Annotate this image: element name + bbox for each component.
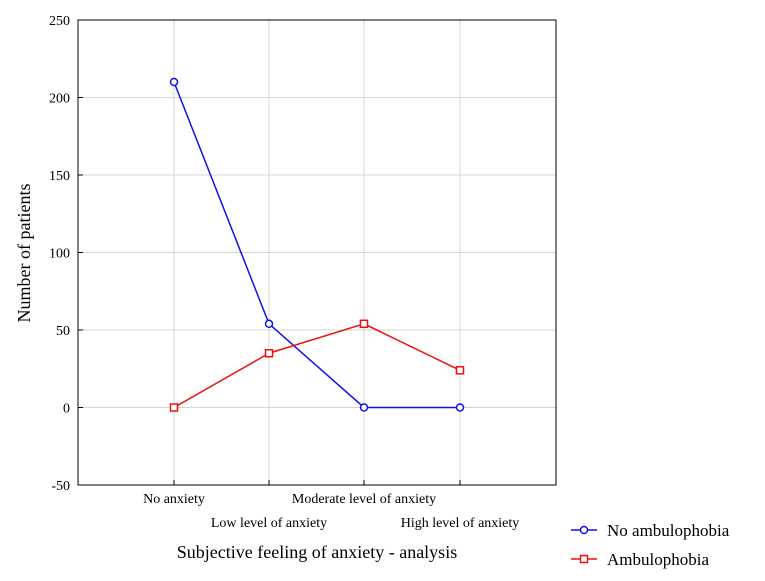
data-point (169, 77, 179, 87)
y-axis-ticks: -50 0 50 100 150 200 250 (49, 14, 83, 494)
legend-box (563, 515, 763, 579)
legend-label: No ambulophobia (607, 521, 730, 540)
data-point (169, 403, 179, 412)
y-tick-label: -50 (51, 479, 70, 494)
y-tick-label: 150 (49, 169, 70, 184)
y-tick-label: 0 (63, 402, 70, 417)
legend: No ambulophobia Ambulophobia (571, 521, 730, 569)
grid-lines (78, 20, 556, 485)
data-point (359, 403, 369, 412)
x-axis-label: Subjective feeling of anxiety - analysis (177, 542, 457, 562)
x-tick-label: No anxiety (143, 492, 205, 507)
y-axis-label: Number of patients (14, 184, 34, 323)
series-line-2 (173, 322, 461, 409)
data-point (264, 349, 274, 358)
legend-marker (579, 554, 589, 564)
y-tick-label: 250 (49, 14, 70, 29)
series-group (169, 77, 465, 412)
series-line-1 (173, 81, 460, 409)
y-tick-label: 200 (49, 92, 70, 107)
x-axis-ticks: No anxiety Low level of anxiety Moderate l… (143, 480, 519, 531)
legend-marker (579, 525, 589, 535)
data-point (264, 319, 274, 329)
x-tick-label: Low level of anxiety (211, 516, 327, 531)
data-point (455, 403, 465, 412)
y-tick-label: 50 (56, 324, 70, 339)
data-point (359, 319, 369, 329)
x-tick-label: High level of anxiety (401, 516, 520, 531)
legend-label: Ambulophobia (607, 550, 709, 569)
data-point (455, 366, 465, 375)
x-tick-label: Moderate level of anxiety (292, 492, 436, 507)
y-tick-label: 100 (49, 247, 70, 262)
